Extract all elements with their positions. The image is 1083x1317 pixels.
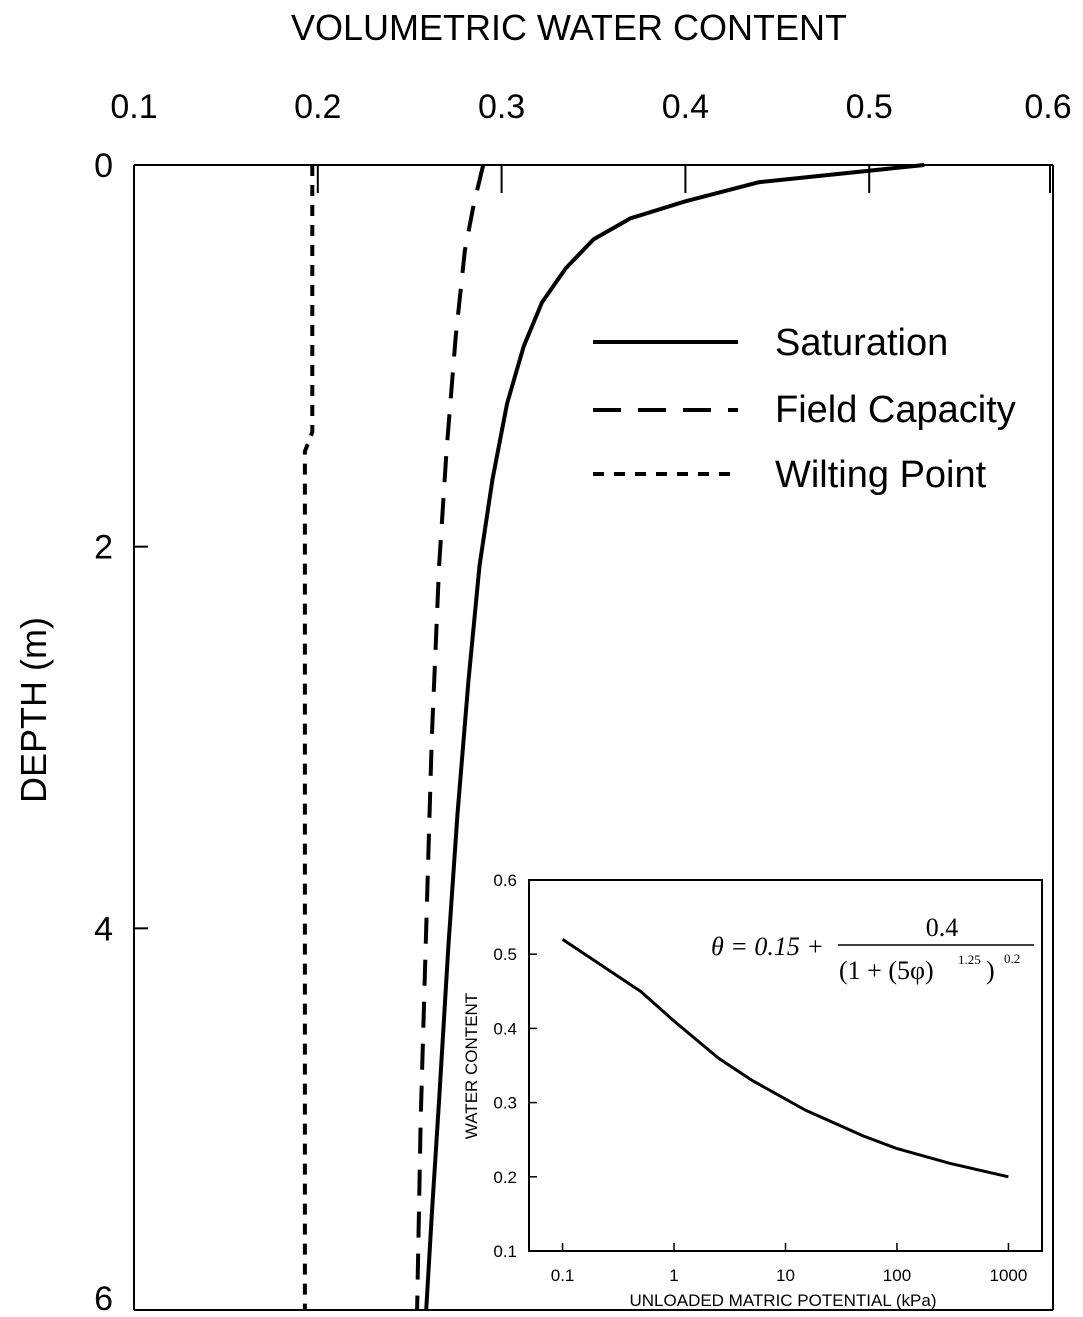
main-y-tick-label: 4 [94, 910, 113, 948]
inset-series-group [561, 938, 1009, 1179]
legend-label-field-capacity: Field Capacity [775, 389, 1016, 431]
series-line-wilting-point [302, 165, 315, 1310]
inset-x-tick-label: 100 [883, 1266, 911, 1285]
inset-chart: 0.1 1 10 100 1000 0.1 0.2 0.3 0.4 0.5 0.6 UNLOADE… [462, 871, 1043, 1310]
main-series-group [302, 163, 925, 1311]
inset-equation: θ = 0.15 + 0.4 (1 + (5φ) 1.25 ) 0.2 [711, 913, 1034, 985]
main-x-tick-label: 0.6 [1024, 88, 1071, 126]
main-x-tick-label: 0.2 [294, 88, 341, 126]
legend-label-saturation: Saturation [775, 322, 948, 364]
equation-numerator: 0.4 [926, 913, 959, 942]
legend-label-wilting-point: Wilting Point [775, 454, 987, 496]
inset-y-ticks: 0.1 0.2 0.3 0.4 0.5 0.6 [493, 871, 537, 1261]
equation-outer-exponent: 0.2 [1004, 951, 1020, 966]
inset-x-tick-label: 1000 [990, 1266, 1028, 1285]
series-line-saturation [424, 163, 925, 1311]
equation-denominator-close: ) [986, 956, 995, 985]
inset-y-tick-label: 0.1 [493, 1242, 517, 1261]
main-y-tick-label: 2 [94, 529, 113, 567]
main-y-tick-label: 6 [94, 1280, 113, 1317]
main-chart-title: VOLUMETRIC WATER CONTENT [291, 7, 847, 48]
inset-y-tick-label: 0.6 [493, 871, 517, 890]
main-y-axis-title: DEPTH (m) [13, 617, 54, 803]
main-legend: Saturation Field Capacity Wilting Point [593, 322, 1016, 496]
main-x-tick-label: 0.4 [662, 88, 709, 126]
equation-denominator: (1 + (5φ) [839, 956, 934, 985]
main-plot-frame [133, 164, 1054, 1311]
main-y-tick-label: 0 [94, 147, 113, 185]
inset-x-ticks: 0.1 1 10 100 1000 [551, 1243, 1028, 1285]
main-x-tick-label: 0.3 [478, 88, 525, 126]
inset-y-tick-label: 0.2 [493, 1168, 517, 1187]
inset-x-tick-label: 1 [669, 1266, 678, 1285]
equation-lhs: θ = 0.15 + [711, 932, 824, 961]
main-x-tick-label: 0.1 [110, 88, 157, 126]
series-line-field-capacity [415, 164, 486, 1311]
inset-y-tick-label: 0.3 [493, 1094, 517, 1113]
main-x-ticks: 0.1 0.2 0.3 0.4 0.5 0.6 [110, 88, 1072, 193]
main-x-tick-label: 0.5 [846, 88, 893, 126]
inset-series-line [561, 938, 1009, 1179]
inset-x-axis-title: UNLOADED MATRIC POTENTIAL (kPa) [630, 1291, 937, 1310]
inset-x-tick-label: 10 [776, 1266, 795, 1285]
inset-y-axis-title: WATER CONTENT [462, 993, 481, 1139]
inset-background [528, 879, 1043, 1252]
equation-inner-exponent: 1.25 [958, 952, 981, 967]
inset-y-tick-label: 0.4 [493, 1019, 517, 1038]
inset-x-tick-label: 0.1 [551, 1266, 575, 1285]
inset-y-tick-label: 0.5 [493, 945, 517, 964]
main-y-ticks: 0 2 4 6 [94, 147, 148, 1317]
